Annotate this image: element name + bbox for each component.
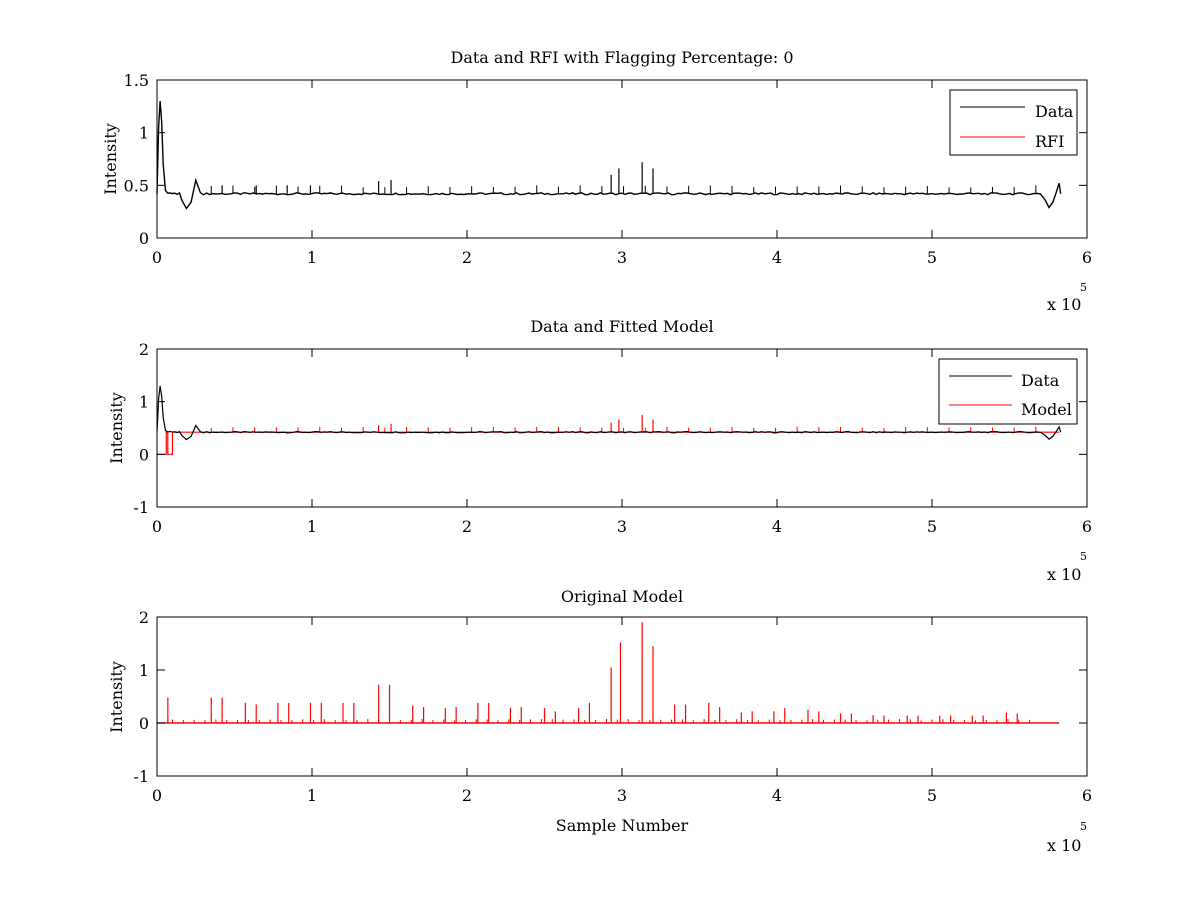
x-tick-label: 3 <box>617 517 627 536</box>
x-tick-label: 1 <box>307 248 317 267</box>
y-tick-label: 0.5 <box>124 176 149 195</box>
x-tick-label: 4 <box>772 248 782 267</box>
x-tick-label: 5 <box>927 248 937 267</box>
plot-area <box>156 101 1062 210</box>
chart-title: Data and RFI with Flagging Percentage: 0 <box>450 48 793 67</box>
x-multiplier: x 10 <box>1047 836 1081 855</box>
x-multiplier: x 10 <box>1047 565 1081 584</box>
y-tick-label: 1.5 <box>124 71 149 90</box>
y-axis-label: Intensity <box>101 123 120 195</box>
series-line-data <box>156 101 1062 210</box>
x-multiplier-exponent: 5 <box>1080 820 1087 833</box>
x-tick-label: 5 <box>927 786 937 805</box>
y-axis-label: Intensity <box>107 661 126 733</box>
axes-box <box>156 616 1088 777</box>
y-tick-label: 0 <box>139 714 149 733</box>
y-tick-label: 1 <box>139 661 149 680</box>
x-tick-label: 6 <box>1082 786 1092 805</box>
y-tick-label: -1 <box>133 498 149 517</box>
x-tick-label: 2 <box>462 786 472 805</box>
x-axis-label: Sample Number <box>556 816 689 835</box>
y-tick-label: 0 <box>139 445 149 464</box>
x-tick-label: 2 <box>462 248 472 267</box>
x-tick-label: 0 <box>152 248 162 267</box>
legend-box <box>938 358 1078 425</box>
plot-area <box>157 622 1060 724</box>
chart-title: Data and Fitted Model <box>530 317 713 336</box>
y-tick-label: 0 <box>139 229 149 248</box>
legend: Data Model <box>938 358 1078 425</box>
x-tick-label: 1 <box>307 786 317 805</box>
x-multiplier-exponent: 5 <box>1080 550 1087 563</box>
x-multiplier-exponent: 5 <box>1080 281 1087 294</box>
x-tick-label: 0 <box>152 786 162 805</box>
x-tick-label: 3 <box>617 248 627 267</box>
legend-box <box>949 89 1078 156</box>
legend-label-rfi: RFI <box>1035 132 1064 151</box>
legend: Data RFI <box>949 89 1078 156</box>
x-tick-label: 1 <box>307 517 317 536</box>
x-tick-label: 5 <box>927 517 937 536</box>
x-tick-label: 2 <box>462 517 472 536</box>
x-tick-label: 4 <box>772 786 782 805</box>
x-tick-label: 3 <box>617 786 627 805</box>
plot-area <box>156 385 1062 455</box>
axes-box <box>156 79 1088 239</box>
y-tick-label: 1 <box>139 124 149 143</box>
series-line-model <box>157 431 1060 455</box>
y-tick-label: 2 <box>139 608 149 627</box>
axis-ticks: 0 1 2 3 4 5 6 0 0.5 1 1.5 <box>124 71 1093 267</box>
panel-data-model: Data and Fitted Model Intensity 0 1 2 3 4 5 6 -… <box>107 317 1092 584</box>
legend-label-data: Data <box>1021 371 1060 390</box>
y-tick-label: -1 <box>133 767 149 786</box>
legend-label-model: Model <box>1021 400 1072 419</box>
legend-label-data: Data <box>1035 102 1074 121</box>
x-tick-label: 6 <box>1082 248 1092 267</box>
chart-title: Original Model <box>561 587 683 606</box>
series-line-data <box>156 385 1062 441</box>
y-tick-label: 2 <box>139 340 149 359</box>
x-multiplier: x 10 <box>1047 295 1081 314</box>
panel-original-model: Original Model Intensity Sample Number 0… <box>107 587 1092 855</box>
x-tick-label: 0 <box>152 517 162 536</box>
y-tick-label: 1 <box>139 393 149 412</box>
panel-data-rfi: Data and RFI with Flagging Percentage: 0… <box>101 48 1092 314</box>
x-tick-label: 6 <box>1082 517 1092 536</box>
axes-box <box>156 348 1088 508</box>
y-axis-label: Intensity <box>107 392 126 464</box>
x-tick-label: 4 <box>772 517 782 536</box>
